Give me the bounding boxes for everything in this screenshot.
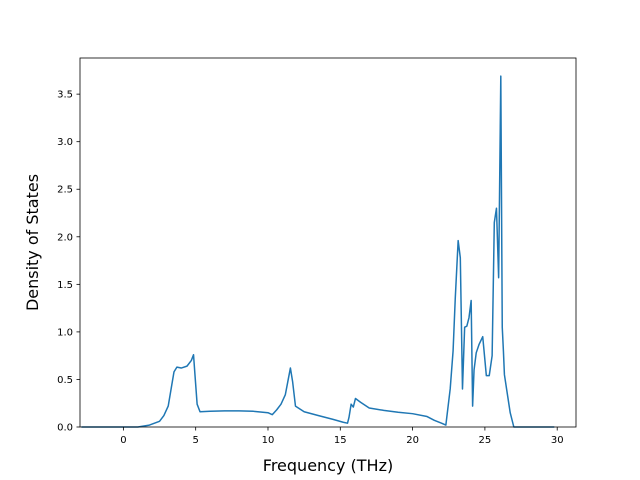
x-axis-label: Frequency (THz) xyxy=(263,456,393,475)
y-tick-label: 3.0 xyxy=(57,137,73,148)
x-tick-label: 30 xyxy=(551,435,564,446)
y-tick-label: 2.0 xyxy=(57,232,73,243)
y-tick-label: 0.5 xyxy=(57,375,73,386)
y-tick-label: 1.0 xyxy=(57,327,73,338)
axes-frame xyxy=(79,57,577,428)
y-tick-label: 3.5 xyxy=(57,90,73,101)
y-axis-ticks: 0.0 0.5 1.0 1.5 2.0 2.5 3.0 3.5 xyxy=(57,90,80,434)
x-tick-label: 0 xyxy=(120,435,126,446)
y-tick-label: 2.5 xyxy=(57,185,73,196)
plot-area xyxy=(81,75,555,428)
y-tick-label: 1.5 xyxy=(57,280,73,291)
x-tick-label: 10 xyxy=(262,435,275,446)
x-axis-ticks: 0 5 10 15 20 25 30 xyxy=(120,427,564,446)
y-axis-label: Density of States xyxy=(23,174,42,311)
x-tick-label: 15 xyxy=(334,435,347,446)
x-tick-label: 20 xyxy=(406,435,419,446)
x-tick-label: 25 xyxy=(479,435,492,446)
x-tick-label: 5 xyxy=(192,435,198,446)
y-tick-label: 0.0 xyxy=(57,423,73,434)
dos-series-line-0 xyxy=(81,75,555,428)
